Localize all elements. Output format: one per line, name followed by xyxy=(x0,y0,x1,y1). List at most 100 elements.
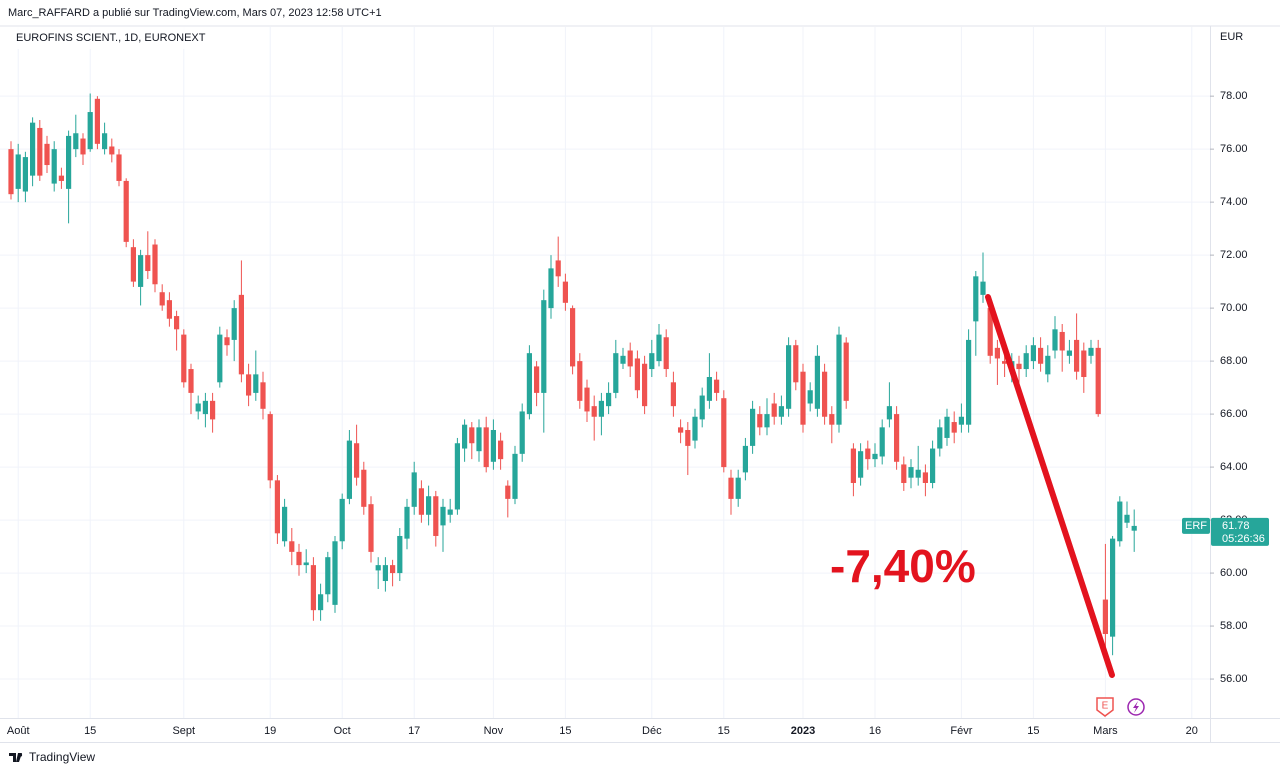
candle-body xyxy=(519,411,525,454)
symbol-tag xyxy=(1182,517,1210,534)
countdown: 05:26:36 xyxy=(1222,533,1265,545)
x-tick-label: 20 xyxy=(1186,725,1198,737)
candle-body xyxy=(1038,347,1044,364)
annotation: -7,40% xyxy=(830,540,976,592)
candle-body xyxy=(987,308,993,356)
candle-body xyxy=(642,363,648,407)
earnings-icon: E xyxy=(1096,697,1114,717)
candle-body xyxy=(58,175,64,181)
attribution: Marc_RAFFARD a publié sur TradingView.co… xyxy=(8,7,382,19)
candle-body xyxy=(37,127,43,176)
candle-body xyxy=(454,443,460,510)
x-tick-label: Déc xyxy=(642,725,662,737)
candle-body xyxy=(663,337,669,370)
candle-body xyxy=(368,504,374,552)
candle-body xyxy=(836,334,842,425)
candle-body xyxy=(310,565,316,611)
candle-body xyxy=(570,308,576,367)
axis-unit-bg xyxy=(1211,27,1280,49)
candle-body xyxy=(634,358,640,391)
candle-body xyxy=(958,416,964,425)
candle-body xyxy=(850,448,856,483)
candle-body xyxy=(980,281,986,295)
candle-body xyxy=(1117,501,1123,542)
legend-bg xyxy=(0,27,200,49)
candle-body xyxy=(397,535,403,574)
price-tag xyxy=(1211,517,1269,546)
candle-body xyxy=(87,112,93,150)
candle-body xyxy=(426,496,432,515)
candle-body xyxy=(411,472,417,507)
candle-body xyxy=(339,498,345,542)
candle-body xyxy=(404,506,410,539)
candle-body xyxy=(289,541,295,552)
candle-body xyxy=(94,98,100,144)
candle-body xyxy=(764,414,770,428)
candle-body xyxy=(750,408,756,446)
candle-body xyxy=(44,143,50,166)
candle-body xyxy=(433,496,439,536)
candle-body xyxy=(181,334,187,383)
candle-body xyxy=(159,292,165,306)
x-tick-label: 16 xyxy=(869,725,881,737)
candle-body xyxy=(685,429,691,446)
candle-body xyxy=(757,414,763,428)
candle-body xyxy=(15,154,21,189)
candle-body xyxy=(152,244,158,285)
candle-body xyxy=(238,294,244,375)
candle-body xyxy=(267,414,273,481)
candle-body xyxy=(966,339,972,425)
candle-body xyxy=(728,477,734,499)
candle-body xyxy=(562,281,568,303)
candle-body xyxy=(584,387,590,412)
candle-body xyxy=(670,382,676,407)
candle-body xyxy=(217,334,223,383)
candle-body xyxy=(390,565,396,574)
x-tick-label: Nov xyxy=(484,725,504,737)
candle-body xyxy=(793,345,799,383)
candle-body xyxy=(843,342,849,401)
candle-body xyxy=(260,382,266,409)
candle-body xyxy=(714,379,720,393)
candle-body xyxy=(375,565,381,571)
candle-body xyxy=(678,427,684,433)
candle-body xyxy=(332,541,338,605)
y-tick-label: 56.00 xyxy=(1220,673,1248,685)
dividend-icon xyxy=(1127,698,1145,716)
candle-body xyxy=(879,427,885,457)
candle-body xyxy=(22,157,28,192)
candle-body xyxy=(822,371,828,417)
candle-body xyxy=(1023,353,1029,370)
candle-body xyxy=(800,371,806,425)
candle-body xyxy=(195,403,201,412)
candle-body xyxy=(1095,347,1101,415)
candle-body xyxy=(246,374,252,396)
y-tick-label: 76.00 xyxy=(1220,143,1248,155)
y-tick-label: 78.00 xyxy=(1220,90,1248,102)
x-tick-label: 15 xyxy=(1027,725,1039,737)
candle-body xyxy=(109,146,115,155)
x-tick-label: Sept xyxy=(172,725,195,737)
y-tick-label: 66.00 xyxy=(1220,408,1248,420)
y-tick-label: 60.00 xyxy=(1220,567,1248,579)
candle-body xyxy=(1088,347,1094,356)
candle-body xyxy=(102,133,108,150)
candle-body xyxy=(1052,329,1058,351)
candle-body xyxy=(231,308,237,340)
candle-body xyxy=(706,377,712,401)
price-tag-label: 61.78 xyxy=(1222,520,1250,532)
candle-body xyxy=(915,469,921,478)
candle-body xyxy=(865,448,871,460)
candle-body xyxy=(656,334,662,362)
candle-body xyxy=(318,594,324,611)
candle-body xyxy=(534,366,540,393)
trend-line xyxy=(985,294,1115,678)
candle-body xyxy=(858,451,864,478)
candle-body xyxy=(829,414,835,425)
x-tick-label: 15 xyxy=(559,725,571,737)
candle-body xyxy=(894,414,900,462)
candle-body xyxy=(123,180,129,242)
candle-body xyxy=(901,464,907,483)
candle-body xyxy=(325,557,331,595)
